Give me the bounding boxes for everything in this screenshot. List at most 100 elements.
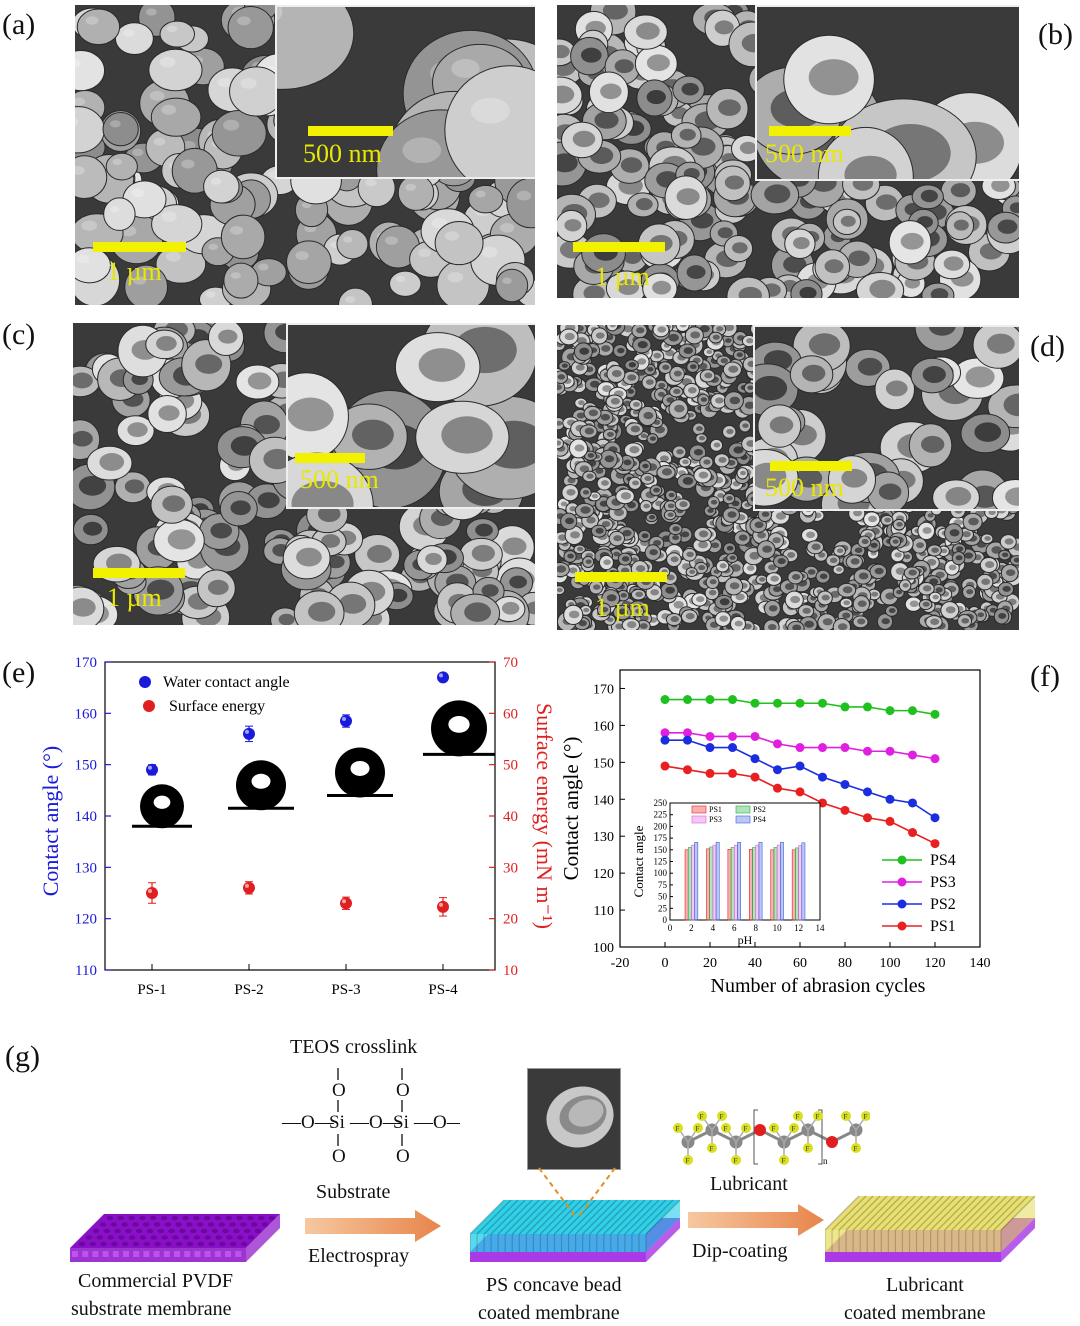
sem-particle-cavity xyxy=(660,455,669,462)
sem-particle-cavity xyxy=(263,448,292,470)
sem-particle-highlight xyxy=(418,248,431,258)
inset-legend-swatch xyxy=(735,815,751,824)
membrane1-caption-line2: substrate membrane xyxy=(71,1298,232,1320)
sem-particle-cavity xyxy=(665,586,675,594)
membrane-pore xyxy=(146,1228,154,1234)
bead-row xyxy=(866,1195,902,1231)
sem-particle xyxy=(159,20,196,48)
sem-particle-cavity xyxy=(735,593,745,601)
data-point xyxy=(750,698,760,708)
sem-particle-cavity xyxy=(639,623,648,629)
bead-row xyxy=(561,1199,597,1235)
inset-bar xyxy=(773,847,778,921)
membrane-edge-dot xyxy=(102,1251,109,1257)
membrane-pore xyxy=(247,1235,255,1240)
sem-particle-cavity xyxy=(871,591,879,597)
sem-particle-cavity xyxy=(690,364,697,370)
membrane-pore xyxy=(203,1215,211,1221)
sem-particle-cavity xyxy=(603,559,611,565)
membrane-pore xyxy=(175,1241,183,1247)
membrane-pore xyxy=(106,1215,114,1221)
silicon-atom-left: Si xyxy=(329,1112,345,1133)
sem-particle-cavity xyxy=(772,537,781,544)
scale-label-a: 1 µm xyxy=(107,257,162,286)
bead-row xyxy=(532,1199,568,1235)
membrane-edge-dot xyxy=(133,1251,140,1257)
membrane-pore xyxy=(96,1235,104,1240)
data-point xyxy=(683,695,692,705)
sem-particle-cavity xyxy=(977,612,985,618)
sem-particle-cavity xyxy=(623,325,634,333)
sem-particle-cavity xyxy=(792,624,802,630)
sem-particle-cavity xyxy=(321,534,341,548)
sem-particle-cavity xyxy=(716,326,724,332)
sem-particle-cavity xyxy=(560,501,568,507)
membrane-pore xyxy=(132,1222,139,1227)
sem-particle-highlight xyxy=(217,77,233,88)
sem-particle-cavity xyxy=(964,552,974,559)
inset-bar xyxy=(684,849,689,921)
sem-particle-cavity xyxy=(278,613,295,625)
fluorine-atom xyxy=(673,1123,683,1133)
inset-bar xyxy=(706,848,710,921)
sem-particle-cavity xyxy=(824,259,844,274)
fluorine-label: F xyxy=(844,1113,848,1121)
sem-particle-cavity xyxy=(288,397,334,432)
membrane-pore xyxy=(143,1241,151,1247)
sem-particle-cavity xyxy=(991,546,1002,554)
sem-particle-cavity xyxy=(73,372,93,389)
inset-legend-label: PS3 xyxy=(709,815,722,824)
bead-row xyxy=(511,1199,547,1235)
sem-particle-cavity xyxy=(868,515,878,523)
sem-particle-cavity xyxy=(579,347,590,355)
sem-particle-cavity xyxy=(643,503,650,509)
y-right-tick-label: 20 xyxy=(503,912,518,928)
sem-particle-cavity xyxy=(768,623,777,630)
sem-particle-cavity xyxy=(829,557,838,564)
sem-particle-cavity xyxy=(922,527,932,534)
data-point xyxy=(840,779,850,789)
inset-x-tick-label: 4 xyxy=(711,923,716,933)
bead-row xyxy=(582,1199,618,1235)
bead-row xyxy=(916,1195,952,1231)
data-point xyxy=(146,887,158,899)
panel-label-d: (d) xyxy=(1030,330,1065,363)
sem-particle-cavity xyxy=(643,411,654,420)
sem-particle-cavity xyxy=(501,601,520,615)
sem-particle-highlight xyxy=(237,16,251,26)
data-point xyxy=(885,794,895,804)
inset-scale-label-c: 500 nm xyxy=(300,465,379,494)
arrow-dipcoating xyxy=(688,1204,824,1236)
inset-bar xyxy=(795,847,799,921)
sem-particle-cavity xyxy=(673,370,682,377)
sem-particle-cavity xyxy=(916,542,925,549)
sem-particle-cavity xyxy=(158,405,180,421)
sem-particle-cavity xyxy=(728,365,739,373)
inset-scale-label-b: 500 nm xyxy=(765,139,844,168)
bead-row xyxy=(589,1199,625,1235)
sem-particle-cavity xyxy=(601,520,611,528)
sem-particle-cavity xyxy=(711,542,720,549)
sem-particle-cavity xyxy=(649,514,656,520)
sem-particle-cavity xyxy=(124,479,145,494)
legend-label: Water contact angle xyxy=(163,674,290,691)
sem-particle-cavity xyxy=(929,578,939,585)
bead-row xyxy=(575,1199,611,1235)
membrane-pore xyxy=(139,1215,146,1221)
inset-x-tick-label: 10 xyxy=(773,923,783,933)
sem-particle-cavity xyxy=(568,610,580,619)
y-tick-label: 100 xyxy=(593,941,614,956)
bead-row xyxy=(901,1195,937,1231)
inset-bar xyxy=(798,845,803,921)
sem-image-a: 500 nm 1 µm xyxy=(75,5,535,305)
sem-particle-cavity xyxy=(773,586,782,593)
sem-particle-cavity xyxy=(661,468,672,476)
data-point xyxy=(705,731,715,741)
sem-particle-cavity xyxy=(884,517,891,523)
inset-bar xyxy=(737,842,741,921)
sem-particle-cavity xyxy=(802,607,811,614)
fluorine-atom xyxy=(769,1123,779,1133)
bead-row xyxy=(979,1195,1015,1231)
sem-particle-cavity xyxy=(984,561,995,568)
sem-particle-cavity xyxy=(853,509,862,517)
